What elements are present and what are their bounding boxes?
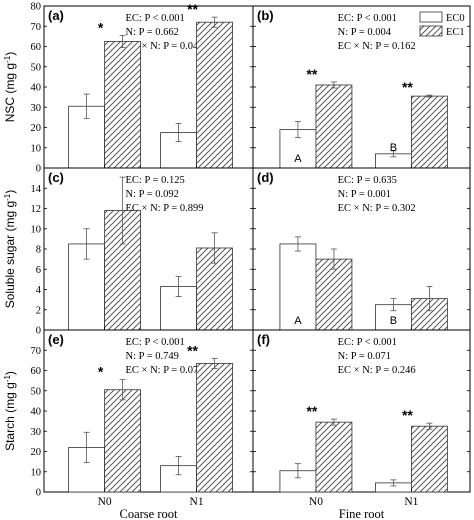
bar-ec1	[196, 21, 233, 169]
bar-ec0	[279, 243, 317, 331]
panel-letter: (a)	[48, 8, 64, 23]
group-letter: A	[294, 153, 302, 165]
group-letter: B	[390, 142, 397, 154]
stat-line: N: P = 0.001	[338, 189, 391, 200]
y-tick-label: 30	[31, 427, 42, 438]
panel-letter: (e)	[48, 332, 64, 347]
y-tick-label: 14	[31, 184, 42, 195]
y-tick-label: 10	[31, 143, 42, 154]
bar-ec1	[196, 363, 233, 493]
stat-line: EC: P < 0.001	[126, 337, 185, 348]
y-axis-label-main: Soluble sugar (mg g	[3, 201, 17, 308]
y-tick-label: 80	[31, 2, 42, 13]
x-group-label: Coarse root	[120, 507, 178, 520]
y-axis-label-end: )	[3, 190, 17, 194]
significance-marker: **	[306, 403, 317, 419]
x-group-label: Fine root	[339, 507, 385, 520]
y-tick-label: 0	[36, 488, 41, 499]
significance-marker: *	[98, 364, 104, 380]
y-tick-label: 40	[31, 407, 42, 418]
y-tick-label: 12	[31, 204, 42, 215]
y-tick-label: 0	[36, 326, 41, 337]
y-tick-label: 70	[31, 346, 42, 357]
stat-line: N: P = 0.004	[338, 27, 392, 38]
stat-line: EC: P < 0.001	[126, 13, 185, 24]
stat-line: N: P = 0.662	[126, 27, 179, 38]
legend-swatch-ec0	[419, 11, 443, 23]
bar-ec1	[315, 258, 353, 331]
stat-line: EC × N: P = 0.899	[126, 203, 204, 214]
y-tick-label: 40	[31, 83, 42, 94]
x-tick-label: N0	[309, 496, 323, 508]
x-tick-label: N1	[404, 496, 418, 508]
bar-ec1	[104, 41, 142, 169]
y-axis-label-end: )	[3, 371, 17, 375]
stat-line: EC: P < 0.001	[338, 13, 397, 24]
panel-letter: (b)	[257, 8, 274, 23]
group-letter: B	[390, 315, 397, 327]
y-tick-label: 4	[36, 285, 42, 296]
y-tick-label: 30	[31, 103, 42, 114]
bar-ec1	[315, 84, 353, 169]
significance-marker: **	[187, 342, 198, 358]
y-tick-label: 60	[31, 42, 42, 53]
significance-marker: *	[98, 19, 104, 35]
panel-letter: (c)	[48, 170, 64, 185]
y-tick-label: 60	[31, 366, 42, 377]
y-axis-label-main: NSC (mg g	[3, 63, 17, 122]
y-axis-label-sup: -1	[3, 55, 12, 63]
y-tick-label: 0	[36, 164, 41, 175]
stat-line: EC × N: P = 0.162	[338, 41, 416, 52]
y-axis-label-sup: -1	[3, 193, 12, 201]
significance-marker: **	[187, 1, 198, 17]
legend-swatch-ec1	[419, 25, 443, 37]
bar-ec1	[411, 425, 448, 493]
plot-root: (a) EC: P < 0.001 N: P = 0.662 EC × N: P = …	[3, 1, 471, 520]
y-tick-label: 10	[31, 224, 42, 235]
y-axis-label-end: )	[3, 52, 17, 56]
stat-line: N: P = 0.749	[126, 351, 179, 362]
x-tick-label: N1	[190, 496, 204, 508]
y-tick-label: 20	[31, 123, 42, 134]
panel-letter: (f)	[257, 332, 270, 347]
stat-line: N: P = 0.071	[338, 351, 391, 362]
legend-label: EC1	[446, 27, 465, 38]
y-tick-label: 20	[31, 447, 42, 458]
y-tick-label: 10	[31, 467, 42, 478]
stat-line: EC: P < 0.001	[338, 337, 397, 348]
y-tick-label: 50	[31, 386, 42, 397]
y-axis-label: Soluble sugar (mg g-1)	[3, 190, 17, 309]
y-tick-label: 8	[36, 245, 41, 256]
stat-line: N: P = 0.092	[126, 189, 179, 200]
significance-marker: **	[306, 66, 317, 82]
y-tick-label: 70	[31, 22, 42, 33]
y-tick-label: 50	[31, 62, 42, 73]
bar-ec1	[315, 421, 353, 493]
bar-ec1	[411, 95, 448, 169]
y-axis-label-main: Starch (mg g	[3, 382, 17, 451]
legend-label: EC0	[446, 13, 465, 24]
stat-line: EC × N: P = 0.041	[126, 41, 204, 52]
stat-line: EC × N: P = 0.302	[338, 203, 416, 214]
stat-line: EC × N: P = 0.075	[126, 365, 204, 376]
panel-letter: (d)	[257, 170, 274, 185]
y-tick-label: 6	[36, 265, 41, 276]
significance-marker: **	[402, 79, 413, 95]
bar-ec1	[104, 389, 142, 493]
group-letter: A	[294, 315, 302, 327]
significance-marker: **	[402, 407, 413, 423]
y-axis-label-sup: -1	[3, 375, 12, 383]
y-tick-label: 2	[36, 305, 41, 316]
y-axis-label: NSC (mg g-1)	[3, 52, 17, 122]
stat-line: EC × N: P = 0.246	[338, 365, 416, 376]
y-axis-label: Starch (mg g-1)	[3, 371, 17, 451]
stat-line: EC: P = 0.635	[338, 175, 397, 186]
x-tick-label: N0	[98, 496, 112, 508]
stat-line: EC: P = 0.125	[126, 175, 185, 186]
